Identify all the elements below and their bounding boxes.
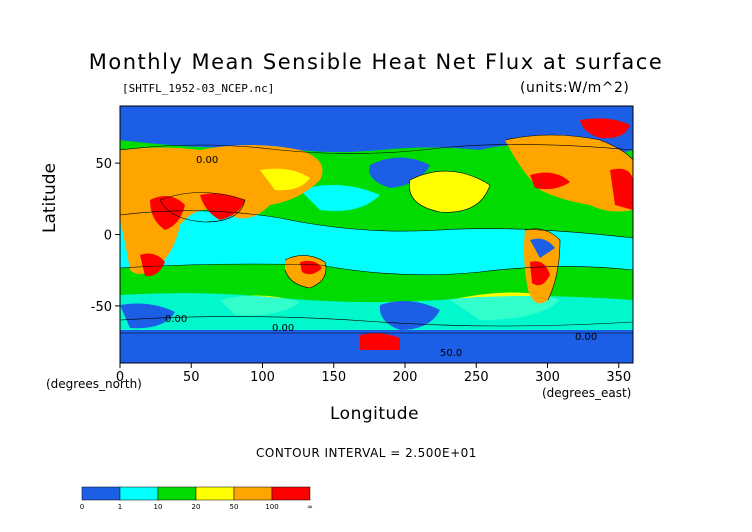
units-label: (units:W/m^2) (520, 80, 630, 96)
y-tick-label: 50 (95, 157, 112, 172)
x-axis-label: Longitude (330, 404, 420, 424)
x-tick-label: 150 (321, 370, 346, 385)
contour-interval: CONTOUR INTERVAL = 2.500E+01 (256, 446, 477, 460)
colorbar-label: 0 (80, 503, 84, 511)
colorbar-label: 100 (265, 503, 278, 511)
y-tick-label: -50 (91, 300, 112, 315)
colorbar-label: 1 (118, 503, 122, 511)
contour-label: 50.0 (440, 348, 462, 359)
contour-label: 0.00 (196, 155, 218, 166)
x-axis-units: (degrees_east) (542, 386, 632, 400)
colorbar-swatch (157, 486, 197, 501)
colorbar-swatch (119, 486, 159, 501)
x-tick-label: 100 (250, 370, 275, 385)
flux-field (120, 106, 633, 363)
colorbar-swatch (195, 486, 235, 501)
colorbar-swatch (271, 486, 311, 501)
contour-label: 0.00 (575, 332, 597, 343)
colorbar-swatch (81, 486, 121, 501)
x-tick-label: 250 (464, 370, 489, 385)
x-tick-label: 0 (116, 370, 124, 385)
y-axis-units: (degrees_north) (46, 377, 142, 391)
y-tick-label: 0 (104, 229, 112, 244)
colorbar-label: 10 (154, 503, 163, 511)
colorbar-label: ∞ (307, 503, 313, 511)
contour-label: 0.00 (165, 314, 187, 325)
chart-title: Monthly Mean Sensible Heat Net Flux at s… (88, 50, 664, 74)
x-tick-label: 200 (393, 370, 418, 385)
colorbar-label: 20 (192, 503, 201, 511)
file-label: [SHTFL_1952-03_NCEP.nc] (122, 82, 275, 95)
contour-label: 0.00 (272, 323, 294, 334)
x-tick-label: 50 (183, 370, 200, 385)
colorbar-label: 50 (230, 503, 239, 511)
x-tick-label: 300 (535, 370, 560, 385)
x-tick-label: 350 (606, 370, 631, 385)
colorbar-swatch (233, 486, 273, 501)
